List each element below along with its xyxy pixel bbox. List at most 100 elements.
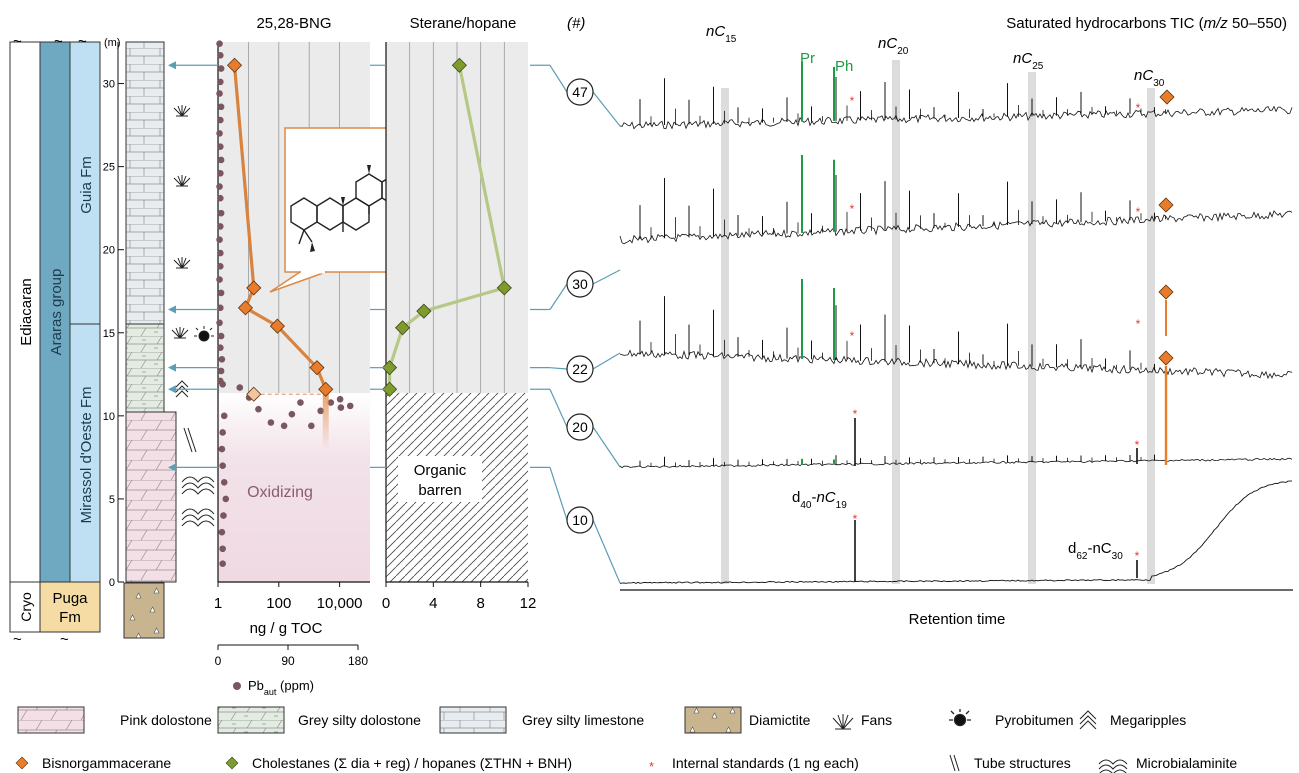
sterane-point [416, 303, 432, 319]
std1-c: nC [816, 489, 835, 506]
tic-bng-marker [1158, 197, 1174, 213]
tic-trace [619, 349, 1293, 380]
pyrobitumen-icon [194, 326, 214, 342]
cryo-column [9, 581, 41, 633]
pb-point [217, 143, 224, 150]
internal-standard-marker: * [850, 329, 855, 343]
pb-tick-label: 90 [281, 654, 295, 668]
nc30-label: nC30 [1134, 67, 1165, 89]
molecule-wedge-3 [310, 242, 315, 252]
megaripples-icon [1079, 710, 1097, 730]
pb-point [220, 512, 227, 519]
sterane-series [381, 57, 512, 397]
bng-point [246, 280, 262, 296]
pb-point [219, 429, 226, 436]
legend-diamictite-swatch [684, 706, 742, 734]
pb-point [217, 209, 225, 217]
pb-tick-label: 0 [215, 654, 222, 668]
std1-a-sub: 40 [800, 500, 812, 511]
pb-point [217, 263, 224, 270]
fans-icon [173, 175, 191, 187]
litho-limestone [125, 41, 165, 325]
legend-chol-label: Cholestanes (Σ dia + reg) / hopanes (ΣTH… [252, 755, 572, 771]
height-unit: (m) [104, 37, 121, 49]
std2-b-sub: 30 [1112, 551, 1124, 562]
pb-point [216, 236, 223, 244]
internal-standard-marker: * [1135, 438, 1140, 452]
sample-circle [566, 270, 594, 298]
pb-point [267, 419, 275, 426]
internal-standard-marker: * [1136, 205, 1141, 219]
nc15-label: nC15 [706, 23, 737, 45]
legend-limestone-label: Grey silty limestone [522, 712, 644, 728]
pb-point [217, 194, 224, 202]
pb-point [218, 356, 226, 363]
sample-number: 10 [572, 512, 588, 528]
bng-x-tick-label: 1 [214, 595, 222, 612]
pb-point [219, 462, 226, 469]
mirassol-label: Mirassol d'Oeste Fm [78, 386, 95, 523]
bng-point [226, 57, 243, 73]
era-column [9, 41, 41, 583]
pb-point [280, 422, 288, 430]
pb-point [217, 51, 224, 59]
pb-point [317, 407, 324, 415]
fans-icon [171, 327, 189, 339]
sterane-x-tick-label: 12 [520, 595, 537, 612]
pb-point [217, 289, 225, 297]
sample-number: 47 [572, 84, 588, 100]
sample-connector [549, 389, 568, 428]
pb-point [346, 402, 354, 410]
height-tick-label: 30 [103, 79, 115, 91]
tic-traces: * * * * * * * * * * [619, 61, 1293, 585]
fans-icon [832, 714, 854, 730]
bng-fade-bar [322, 389, 329, 450]
sample-connector [592, 352, 621, 370]
oxidizing-label: Oxidizing [247, 484, 313, 501]
pb-point [220, 479, 228, 486]
legend-microbial-label: Microbialaminite [1136, 755, 1237, 771]
sample-number: 30 [572, 276, 588, 292]
litho-grey-dolostone [125, 323, 165, 413]
nc25-label: nC25 [1013, 50, 1044, 72]
lithology-column [123, 41, 177, 639]
nc20-text: nC [878, 35, 897, 52]
sample-connector [549, 467, 568, 521]
height-axis: (m) 0 5 10 15 20 25 30 [103, 37, 124, 589]
nc20-sub: 20 [897, 46, 909, 57]
nc25-band [1028, 72, 1036, 584]
std1-c-sub: 19 [836, 500, 848, 511]
puga-column [39, 581, 101, 633]
legend-std-marker: * [649, 759, 654, 773]
pb-point [337, 404, 345, 411]
pb-point [220, 412, 228, 420]
pb-point [216, 130, 223, 137]
structure-symbols [171, 105, 215, 527]
pb-point [218, 528, 226, 536]
pb-point [217, 344, 224, 352]
tube-structures-icon [949, 754, 960, 772]
sample-circle [566, 78, 594, 106]
internal-standard-marker: * [1136, 101, 1141, 115]
nc25-text: nC [1013, 50, 1032, 67]
pb-legend-sub: aut [264, 687, 277, 697]
molecule-wedge-1 [341, 197, 345, 206]
nc15-sub: 15 [725, 34, 737, 45]
sample-number: 22 [572, 361, 588, 377]
internal-standard-marker: * [1135, 549, 1140, 563]
sterane-point [395, 320, 411, 336]
organic-barren-label-2: barren [418, 482, 461, 499]
pb-point [217, 156, 225, 164]
height-tick-label: 5 [109, 494, 115, 506]
pb-legend-text: Pb [248, 678, 264, 693]
sterane-panel: Organic barren Sterane/hopane 0 4 8 12 [382, 15, 537, 612]
sterane-x-tick-label: 8 [476, 595, 484, 612]
legend-bng-marker [15, 756, 29, 770]
oxidizing-zone [218, 393, 370, 582]
bng-x-tick-label: 10,000 [317, 595, 363, 612]
pb-point [216, 183, 223, 190]
strat-columns: Ediacaran Cryo Araras group Guia Fm Mira… [9, 33, 101, 648]
internal-standard-marker: * [853, 512, 858, 526]
puga-label-2: Fm [59, 609, 81, 626]
